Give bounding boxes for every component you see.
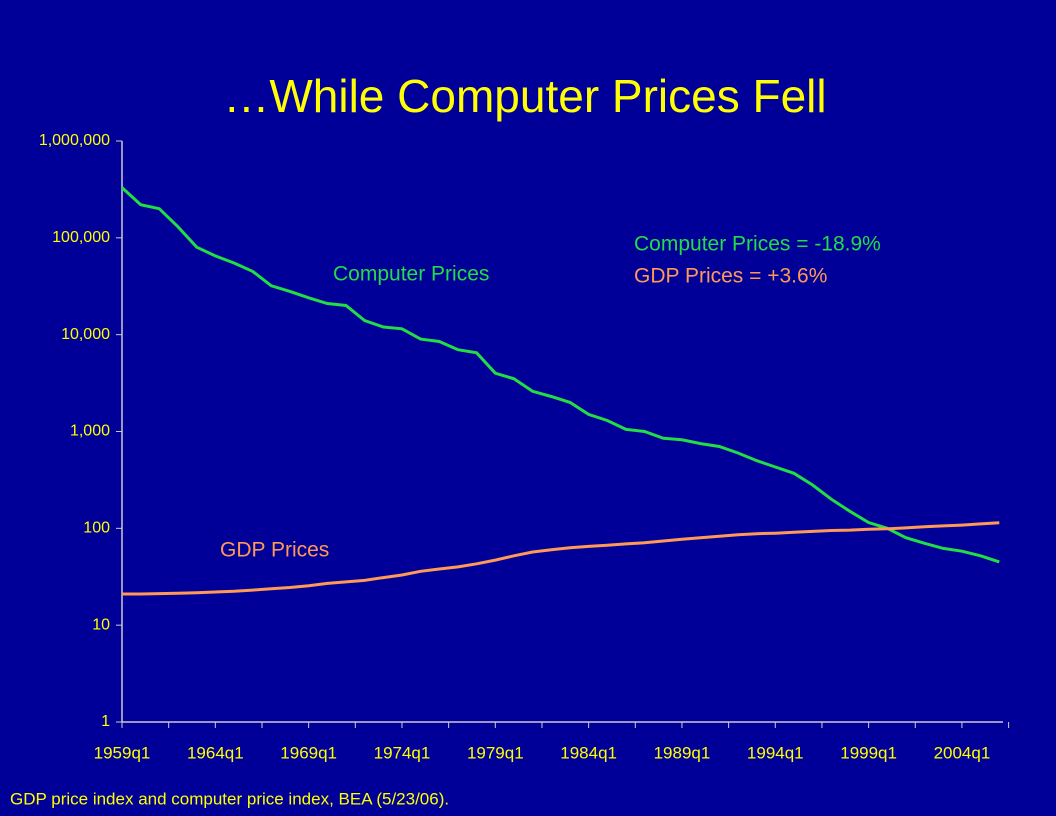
x-tick-label: 1999q1 — [840, 743, 897, 762]
y-tick-label: 1,000,000 — [39, 132, 110, 149]
x-tick-label: 1969q1 — [280, 743, 337, 762]
annotation: Computer Prices = -18.9% — [634, 233, 881, 256]
y-tick-label: 1,000 — [70, 423, 110, 440]
y-tick-label: 1 — [101, 713, 110, 730]
annotation: Computer Prices — [333, 263, 489, 286]
y-tick-label: 10 — [92, 616, 110, 633]
series-line — [122, 521, 1000, 596]
x-tick-label: 1979q1 — [467, 743, 524, 762]
series-line — [120, 186, 1000, 564]
x-tick-label: 2004q1 — [934, 743, 991, 762]
x-tick-label: 1959q1 — [94, 743, 151, 762]
x-tick-label: 1989q1 — [654, 743, 711, 762]
x-tick-label: 1974q1 — [374, 743, 431, 762]
y-tick-label: 100 — [83, 520, 110, 537]
annotation: GDP Prices — [220, 539, 329, 562]
y-tick-label: 10,000 — [61, 326, 110, 343]
chart-title: …While Computer Prices Fell — [223, 70, 826, 122]
x-tick-label: 1994q1 — [747, 743, 804, 762]
x-tick-label: 1984q1 — [560, 743, 617, 762]
annotation: GDP Prices = +3.6% — [634, 265, 827, 288]
y-tick-label: 100,000 — [52, 229, 110, 246]
x-tick-label: 1964q1 — [187, 743, 244, 762]
source-note: GDP price index and computer price index… — [10, 789, 449, 808]
